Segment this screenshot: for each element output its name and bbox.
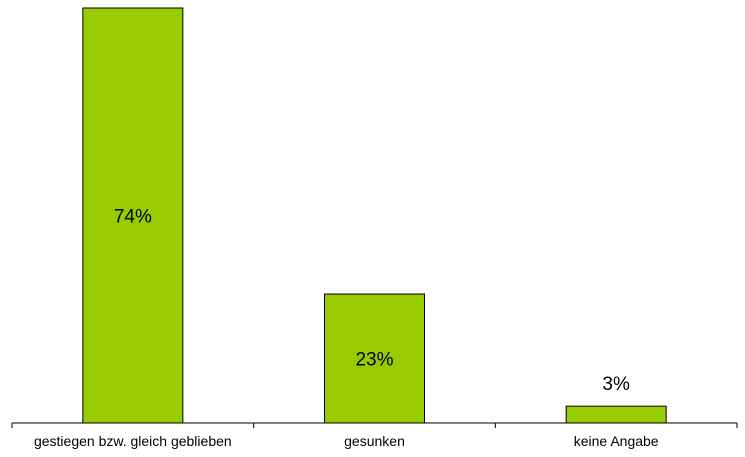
x-axis-ticks — [11, 423, 738, 428]
category-labels-group: gestiegen bzw. gleich geblieben gesunken k… — [34, 433, 659, 449]
bars-group — [82, 7, 667, 424]
data-label-2: 23% — [355, 350, 393, 371]
data-label-3: 3% — [602, 374, 630, 395]
bar-3 — [565, 405, 667, 424]
category-label-1: gestiegen bzw. gleich geblieben — [34, 433, 232, 449]
data-labels-group: 74% 23% 3% — [114, 207, 630, 396]
category-label-3: keine Angabe — [574, 433, 659, 449]
data-label-1: 74% — [114, 207, 152, 228]
bar-2 — [324, 293, 425, 424]
category-label-2: gesunken — [344, 433, 405, 449]
bar-1 — [82, 7, 184, 424]
